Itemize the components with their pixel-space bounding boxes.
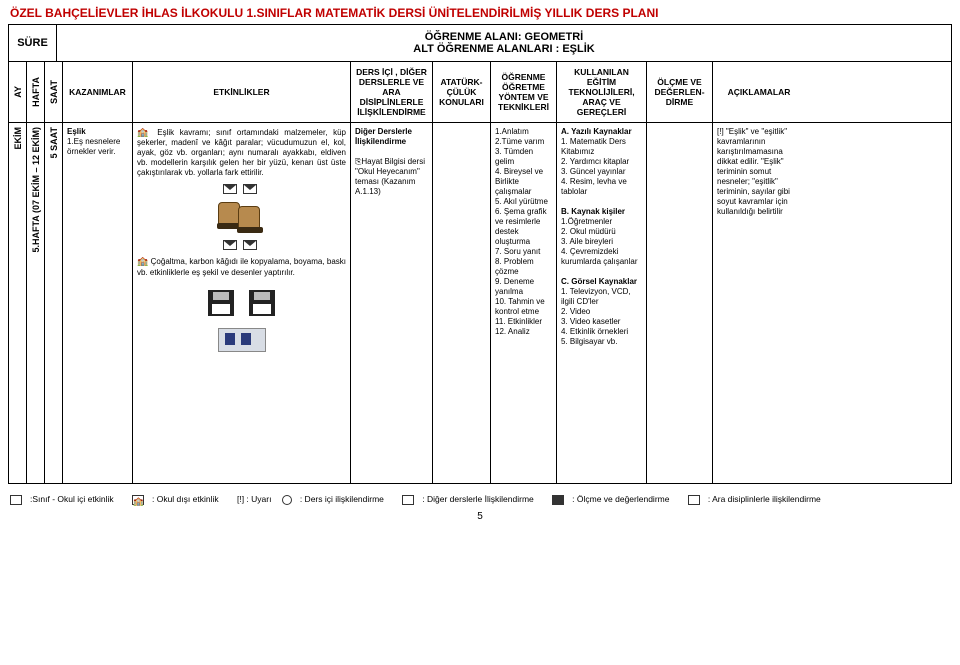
- cell-ay: EKİM: [13, 127, 24, 150]
- learning-area-line1: ÖĞRENME ALANI: GEOMETRİ: [61, 31, 947, 43]
- legend-2: : Okul dışı etkinlik: [152, 494, 219, 504]
- cell-kullanilan: A. Yazılı Kaynaklar 1. Matematik Ders Ki…: [557, 123, 647, 483]
- kul-a: 1. Matematik Ders Kitabımız 2. Yardımcı …: [561, 137, 642, 197]
- school-icon: 🏫: [137, 256, 148, 266]
- floppy-icon: [208, 290, 234, 316]
- sure-label: SÜRE: [9, 25, 57, 61]
- kazanim-body: 1.Eş nesnelere örnekler verir.: [67, 137, 120, 156]
- ders-b: Hayat Bilgisi dersi "Okul Heyecanım" tem…: [355, 157, 425, 196]
- ders-h: Diğer Derslerle İlişkilendirme: [355, 127, 412, 146]
- legend-1: :Sınıf - Okul içi etkinlik: [30, 494, 114, 504]
- legend-6: : Ölçme ve değerlendirme: [572, 494, 669, 504]
- legend: :Sınıf - Okul içi etkinlik 🏫 : Okul dışı …: [0, 488, 960, 507]
- legend-icon: [552, 495, 564, 505]
- legend-3: [!] : Uyarı: [237, 494, 271, 504]
- legend-4: : Ders içi ilişkilendirme: [300, 494, 384, 504]
- envelope-icon: [223, 184, 237, 194]
- column-headers: AY HAFTA SAAT KAZANIMLAR ETKİNLİKLER DER…: [9, 62, 951, 123]
- envelope-icon: [223, 240, 237, 250]
- boots-icon: [218, 198, 266, 236]
- kul-b: 1.Öğretmenler 2. Okul müdürü 3. Aile bir…: [561, 217, 642, 267]
- kul-c: 1. Televizyon, VCD, ilgili CD'ler 2. Vid…: [561, 287, 642, 347]
- legend-icon: 🏫: [132, 495, 144, 505]
- legend-icon: [10, 495, 22, 505]
- hdr-ataturk: ATATÜRK-ÇÜLÜK KONULARI: [433, 62, 491, 122]
- school-icon: 🏫: [137, 127, 152, 137]
- hdr-ay: AY: [13, 86, 23, 98]
- kul-b-h: B. Kaynak kişiler: [561, 207, 625, 216]
- legend-icon: [282, 495, 292, 505]
- hdr-kullanilan: KULLANILAN EĞİTİM TEKNOLİJİLERİ, ARAÇ VE…: [557, 62, 647, 122]
- cell-aciklamalar: [!] "Eşlik" ve "eşitlik" kavramlarının k…: [713, 123, 805, 483]
- etkin-p1: Eşlik kavramı; sınıf ortamındaki malzeme…: [137, 128, 346, 177]
- floppy-icon: [249, 290, 275, 316]
- cell-dersici: Diğer Derslerle İlişkilendirme ⎘Hayat Bi…: [351, 123, 433, 483]
- legend-icon: [402, 495, 414, 505]
- scanner-icon: [218, 328, 266, 352]
- cell-saat: 5 SAAT: [49, 127, 60, 158]
- page-title: ÖZEL BAHÇELİEVLER İHLAS İLKOKULU 1.SINIF…: [0, 0, 960, 22]
- hdr-aciklamalar: AÇIKLAMALAR: [713, 62, 805, 122]
- cell-kazanimlar: Eşlik 1.Eş nesnelere örnekler verir.: [63, 123, 133, 483]
- hdr-etkinlikler: ETKİNLİKLER: [133, 62, 351, 122]
- learning-area: ÖĞRENME ALANI: GEOMETRİ ALT ÖĞRENME ALAN…: [57, 25, 951, 61]
- kazanim-title: Eşlik: [67, 127, 86, 136]
- envelope-icon: [243, 240, 257, 250]
- legend-icon: [688, 495, 700, 505]
- cell-etkinlikler: 🏫 Eşlik kavramı; sınıf ortamındaki malze…: [133, 123, 351, 483]
- plan-table: SÜRE ÖĞRENME ALANI: GEOMETRİ ALT ÖĞRENME…: [8, 24, 952, 484]
- hdr-olcme: ÖLÇME VE DEĞERLEN-DİRME: [647, 62, 713, 122]
- hdr-dersici: DERS İÇİ , DİĞER DERSLERLE VE ARA DİSİPL…: [351, 62, 433, 122]
- page-number: 5: [0, 507, 960, 528]
- envelope-icon: [243, 184, 257, 194]
- legend-5: : Diğer derslerle İlişkilendirme: [422, 494, 533, 504]
- hdr-kazanimlar: KAZANIMLAR: [63, 62, 133, 122]
- cell-olcme: [647, 123, 713, 483]
- cell-hafta: 5.HAFTA (07 EKİM – 12 EKİM): [31, 127, 42, 253]
- hdr-ogrenme: ÖĞRENME ÖĞRETME YÖNTEM VE TEKNİKLERİ: [491, 62, 557, 122]
- cell-ataturk: [433, 123, 491, 483]
- cell-ogrenme: 1.Anlatım 2.Tüme varım 3. Tümden gelim 4…: [491, 123, 557, 483]
- hdr-hafta: HAFTA: [31, 77, 41, 107]
- etkin-p2: Çoğaltma, karbon kâğıdı ile kopyalama, b…: [137, 257, 346, 276]
- table-row: EKİM 5.HAFTA (07 EKİM – 12 EKİM) 5 SAAT …: [9, 123, 951, 483]
- sure-header-row: SÜRE ÖĞRENME ALANI: GEOMETRİ ALT ÖĞRENME…: [9, 25, 951, 62]
- learning-area-line2: ALT ÖĞRENME ALANLARI : EŞLİK: [61, 43, 947, 55]
- legend-7: : Ara disiplinlerle ilişkilendirme: [708, 494, 821, 504]
- hdr-saat: SAAT: [49, 80, 59, 104]
- kul-a-h: A. Yazılı Kaynaklar: [561, 127, 632, 136]
- kul-c-h: C. Görsel Kaynaklar: [561, 277, 637, 286]
